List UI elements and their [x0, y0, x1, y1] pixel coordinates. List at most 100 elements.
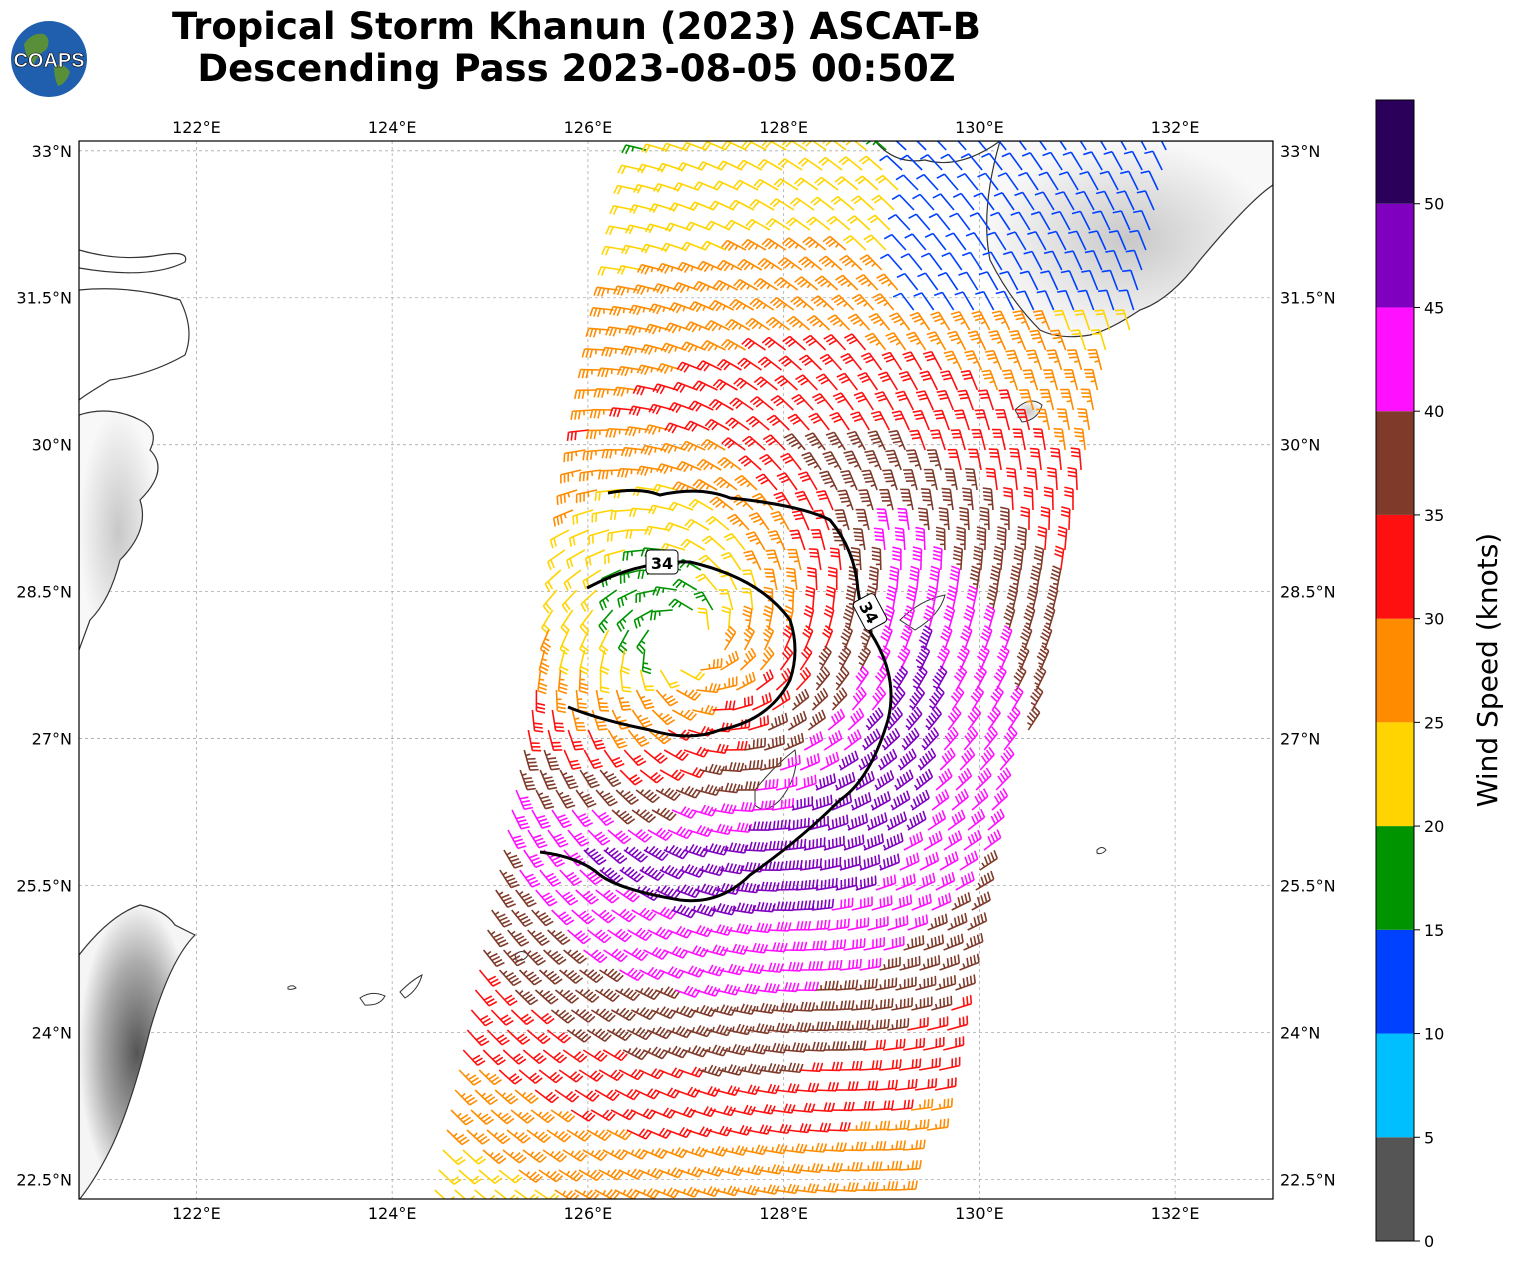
wind-barb	[819, 1061, 843, 1072]
wind-barb	[575, 989, 600, 1003]
wind-barb	[835, 979, 859, 991]
wind-barb	[919, 955, 941, 971]
wind-barb	[850, 792, 872, 811]
wind-barb	[684, 321, 710, 333]
wind-barb	[627, 829, 653, 843]
wind-barb	[538, 1169, 564, 1183]
wind-barb	[1033, 545, 1045, 571]
wind-barb	[911, 996, 933, 1011]
wind-barb	[498, 969, 522, 987]
wind-barb	[466, 1129, 491, 1145]
wind-barb	[827, 708, 846, 731]
wind-barb	[803, 731, 824, 751]
wind-barb	[811, 687, 829, 711]
wind-barb	[674, 1086, 701, 1098]
wind-barb	[801, 451, 822, 471]
wind-barb	[775, 1083, 800, 1094]
wind-barb	[1090, 329, 1107, 351]
wind-barb	[692, 704, 718, 716]
wind-barb	[956, 172, 979, 191]
wind-barb	[819, 856, 842, 871]
wind-barb	[554, 1189, 580, 1199]
wind-barb	[690, 1106, 717, 1118]
wind-barb	[620, 649, 631, 675]
wind-barb	[881, 351, 903, 371]
wind-barb	[795, 666, 812, 691]
wind-barb	[605, 225, 631, 236]
wind-barb	[642, 1046, 669, 1060]
wind-barb	[680, 440, 706, 453]
wind-barb	[647, 827, 673, 842]
wind-barb	[1062, 151, 1083, 171]
wind-barb	[847, 313, 871, 331]
wind-barb	[810, 196, 835, 211]
wind-barb	[1080, 388, 1095, 411]
wind-barb	[713, 180, 739, 191]
wind-barb	[785, 567, 798, 591]
wind-barb	[988, 330, 1007, 351]
wind-barb	[593, 388, 618, 398]
wind-barb	[999, 270, 1019, 291]
wind-barb	[897, 748, 917, 771]
wind-barb	[920, 252, 943, 271]
wind-barb	[591, 809, 615, 827]
wind-barb	[1043, 250, 1063, 271]
wind-barb	[1003, 726, 1018, 751]
wind-barb	[913, 292, 935, 311]
wind-barb	[668, 402, 694, 414]
wind-barb	[781, 141, 807, 151]
wind-barb	[779, 859, 803, 871]
wind-barb	[795, 1082, 820, 1093]
wind-barb	[851, 293, 875, 311]
wind-barb	[826, 1121, 851, 1132]
wind-barb	[802, 141, 827, 151]
wind-barb	[499, 869, 520, 889]
wind-barb	[983, 726, 998, 751]
wind-barb	[879, 488, 894, 511]
wind-barb	[919, 1057, 941, 1071]
wind-barb	[623, 749, 647, 767]
wind-barb	[762, 605, 774, 631]
wind-barb	[975, 290, 995, 311]
wind-barb	[797, 471, 818, 491]
wind-barb	[968, 448, 982, 471]
wind-barb	[785, 217, 811, 231]
wind-barb	[1001, 152, 1023, 171]
wind-barb	[821, 625, 834, 651]
wind-barb	[926, 1118, 950, 1131]
wind-barb	[599, 867, 624, 884]
wind-barb	[720, 650, 740, 671]
wind-barb	[976, 526, 987, 551]
wind-barb	[825, 585, 836, 611]
wind-barb	[538, 1069, 564, 1084]
wind-barb	[598, 589, 618, 611]
wind-barb	[655, 787, 681, 802]
wind-barb	[745, 415, 770, 431]
wind-barb	[977, 389, 995, 411]
wind-barb	[515, 889, 537, 908]
wind-barb	[927, 1016, 949, 1031]
wind-barb	[1083, 368, 1099, 391]
wind-barb	[910, 1098, 934, 1111]
wind-barb	[1032, 428, 1046, 451]
wind-barb	[616, 609, 634, 632]
wind-barb	[571, 809, 594, 828]
wind-barb	[962, 487, 974, 511]
wind-barb	[787, 920, 812, 931]
wind-barb	[847, 813, 869, 831]
wind-barb	[737, 357, 762, 371]
wind-barb	[810, 295, 835, 311]
wind-barb	[865, 707, 884, 731]
wind-barb	[854, 1181, 879, 1192]
wind-barb	[1019, 270, 1039, 291]
wind-barb	[526, 1129, 551, 1144]
wind-barb	[582, 1149, 608, 1162]
wind-barb	[797, 157, 823, 171]
wind-barb	[511, 809, 530, 830]
wind-barb	[749, 396, 774, 411]
wind-barb	[736, 671, 756, 691]
wind-barb	[997, 172, 1019, 191]
wind-barb	[733, 179, 759, 191]
wind-barb	[709, 496, 734, 511]
wind-barb	[1006, 231, 1027, 251]
